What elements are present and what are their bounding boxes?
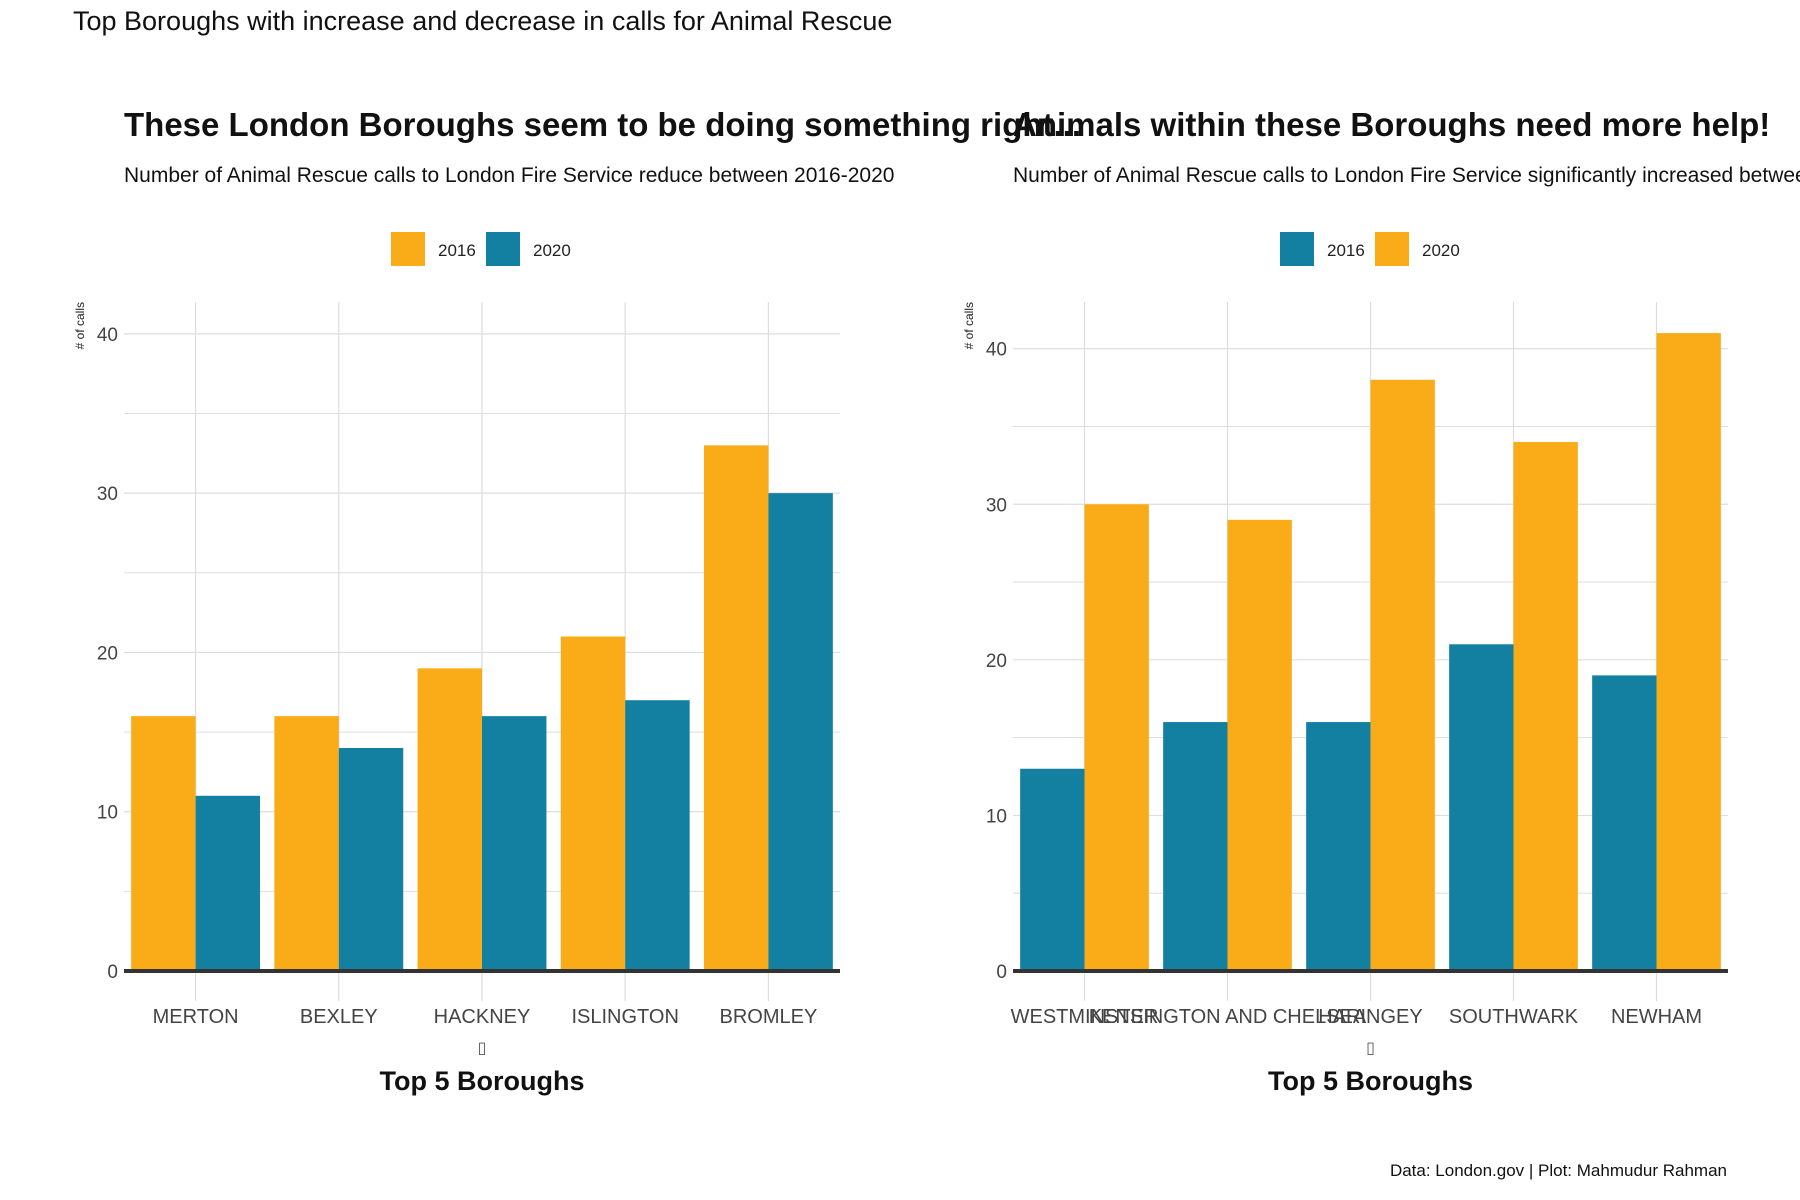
y-axis-label: # of calls (962, 302, 976, 349)
x-tick-label: WESTMINSTER (1011, 1006, 1159, 1028)
x-tick-label: HARINGEY (1318, 1006, 1422, 1028)
x-tick-label: HACKNEY (434, 1006, 531, 1028)
bar-2016-haringey (1306, 722, 1371, 971)
legend-label-2016: 2016 (438, 241, 476, 260)
bar-2016-merton (131, 716, 196, 971)
x-tick-label: SOUTHWARK (1449, 1006, 1579, 1028)
y-tick-label: 10 (97, 803, 118, 824)
bar-2020-hackney (482, 716, 547, 971)
x-tick-label: NEWHAM (1611, 1006, 1702, 1028)
legend-label-2016: 2016 (1327, 241, 1365, 260)
y-tick-label: 40 (97, 325, 118, 346)
legend-swatch-2016 (1280, 232, 1314, 266)
legend-swatch-2016 (391, 232, 425, 266)
bar-2016-bexley (274, 716, 339, 971)
x-tick-label: MERTON (153, 1006, 239, 1028)
page-title: Top Boroughs with increase and decrease … (73, 6, 893, 36)
chart-subtitle: Number of Animal Rescue calls to London … (1013, 164, 1800, 187)
y-tick-label: 0 (107, 962, 118, 983)
x-axis-glyph: ▯ (1366, 1038, 1375, 1057)
bar-2020-haringey (1370, 379, 1435, 971)
x-axis-glyph: ▯ (478, 1038, 487, 1057)
y-axis-label: # of calls (73, 302, 87, 349)
bar-2020-westminster (1084, 504, 1149, 971)
y-tick-label: 10 (986, 806, 1007, 827)
chart-title: These London Boroughs seem to be doing s… (124, 106, 1081, 143)
bar-2020-newham (1656, 333, 1721, 971)
legend-swatch-2020 (1375, 232, 1409, 266)
y-tick-label: 30 (986, 495, 1007, 516)
x-tick-label: BROMLEY (719, 1006, 817, 1028)
x-tick-label: BEXLEY (300, 1006, 378, 1028)
bar-2016-bromley (703, 445, 769, 971)
bar-2020-islington (625, 700, 690, 971)
bar-2016-islington (560, 636, 626, 971)
x-tick-label: KENSINGTON AND CHELSEA (1089, 1006, 1367, 1028)
legend-swatch-2020 (486, 232, 520, 266)
bar-2016-westminster (1020, 768, 1085, 971)
bar-2020-merton (195, 795, 261, 971)
y-tick-label: 30 (97, 484, 118, 505)
x-axis-label: Top 5 Boroughs (380, 1066, 585, 1096)
bar-2016-southwark (1449, 644, 1514, 971)
bar-2020-bromley (768, 493, 833, 971)
bar-2016-kensington-and-chelsea (1163, 722, 1228, 971)
bar-2020-kensington-and-chelsea (1227, 519, 1292, 971)
bar-2016-newham (1592, 675, 1657, 971)
chart-title: Animals within these Boroughs need more … (1013, 106, 1770, 143)
bar-2020-bexley (338, 748, 404, 971)
legend-label-2020: 2020 (533, 241, 571, 260)
chart-panel-increase: Animals within these Boroughs need more … (962, 106, 1800, 1096)
source-caption: Data: London.gov | Plot: Mahmudur Rahman (1389, 1161, 1727, 1180)
legend-label-2020: 2020 (1422, 241, 1460, 260)
chart-panel-decrease: These London Boroughs seem to be doing s… (73, 106, 1081, 1096)
y-tick-label: 0 (996, 962, 1007, 983)
chart-subtitle: Number of Animal Rescue calls to London … (124, 164, 894, 187)
x-tick-label: ISLINGTON (571, 1006, 678, 1028)
x-axis-label: Top 5 Boroughs (1268, 1066, 1473, 1096)
bar-2020-southwark (1513, 442, 1578, 971)
y-tick-label: 40 (986, 340, 1007, 361)
bar-2016-hackney (417, 668, 482, 971)
y-tick-label: 20 (986, 651, 1007, 672)
y-tick-label: 20 (97, 643, 118, 664)
